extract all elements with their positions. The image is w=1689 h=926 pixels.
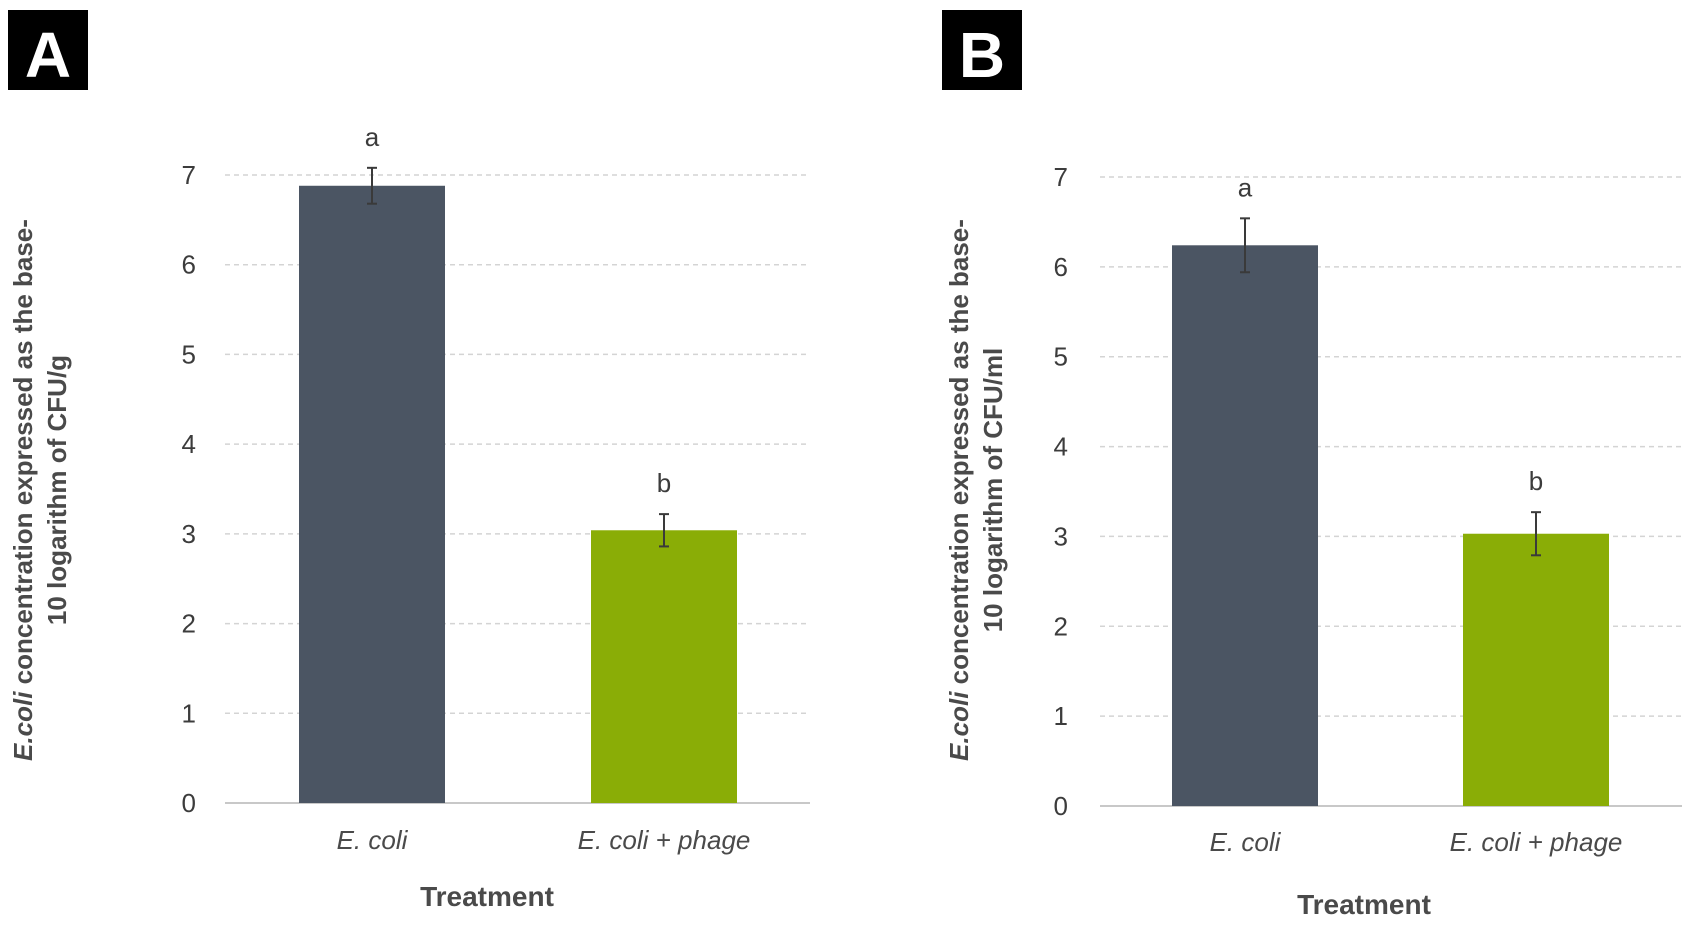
y-axis-title-line2: 10 logarithm of CFU/ml (978, 348, 1008, 633)
y-axis-title-line1: E.coli concentration expressed as the ba… (944, 219, 974, 761)
y-tick-label: 6 (1054, 252, 1068, 282)
significance-letter: b (1529, 466, 1543, 496)
y-tick-label: 2 (182, 609, 196, 639)
y-tick-label: 0 (182, 788, 196, 818)
y-tick-label: 0 (1054, 791, 1068, 821)
y-tick-label: 1 (182, 698, 196, 728)
bar (299, 185, 445, 803)
y-axis-title-text: concentration expressed as the base- (944, 219, 974, 692)
x-category-label: E. coli + phage (578, 825, 751, 855)
y-tick-label: 7 (182, 160, 196, 190)
y-tick-label: 7 (1054, 162, 1068, 192)
y-tick-label: 4 (1054, 432, 1068, 462)
y-tick-label: 1 (1054, 701, 1068, 731)
y-axis-title-text: concentration expressed as the base- (8, 219, 38, 692)
y-axis-title-line2: 10 logarithm of CFU/g (42, 355, 72, 625)
bar (591, 530, 737, 803)
y-tick-label: 3 (182, 519, 196, 549)
significance-letter: a (365, 122, 380, 152)
y-tick-label: 5 (182, 339, 196, 369)
panel-label-box (942, 10, 1022, 90)
panel-label: B (959, 19, 1005, 91)
y-tick-label: 3 (1054, 521, 1068, 551)
y-tick-label: 5 (1054, 342, 1068, 372)
significance-letter: a (1238, 172, 1253, 202)
chart-panel-a: A 0 1 2 3 4 5 6 7 a E. coli b E. coli + phage Treatme… (8, 10, 810, 912)
chart-panel-b: B 0 1 2 3 4 5 6 7 a E. coli b E. coli + phage Treatme… (942, 10, 1682, 920)
significance-letter: b (657, 468, 671, 498)
x-axis-title: Treatment (420, 881, 554, 912)
x-category-label: E. coli + phage (1450, 827, 1623, 857)
bar (1463, 533, 1609, 806)
y-tick-label: 4 (182, 429, 196, 459)
y-tick-label: 6 (182, 250, 196, 280)
y-axis-title-organism: E.coli (944, 691, 974, 761)
y-tick-label: 2 (1054, 611, 1068, 641)
x-category-label: E. coli (1210, 827, 1282, 857)
bar (1172, 245, 1318, 806)
panel-label: A (25, 19, 71, 91)
x-axis-title: Treatment (1297, 889, 1431, 920)
y-axis-title-organism: E.coli (8, 691, 38, 761)
x-category-label: E. coli (337, 825, 409, 855)
panel-label-box (8, 10, 88, 90)
y-axis-title-line1: E.coli concentration expressed as the ba… (8, 219, 38, 761)
